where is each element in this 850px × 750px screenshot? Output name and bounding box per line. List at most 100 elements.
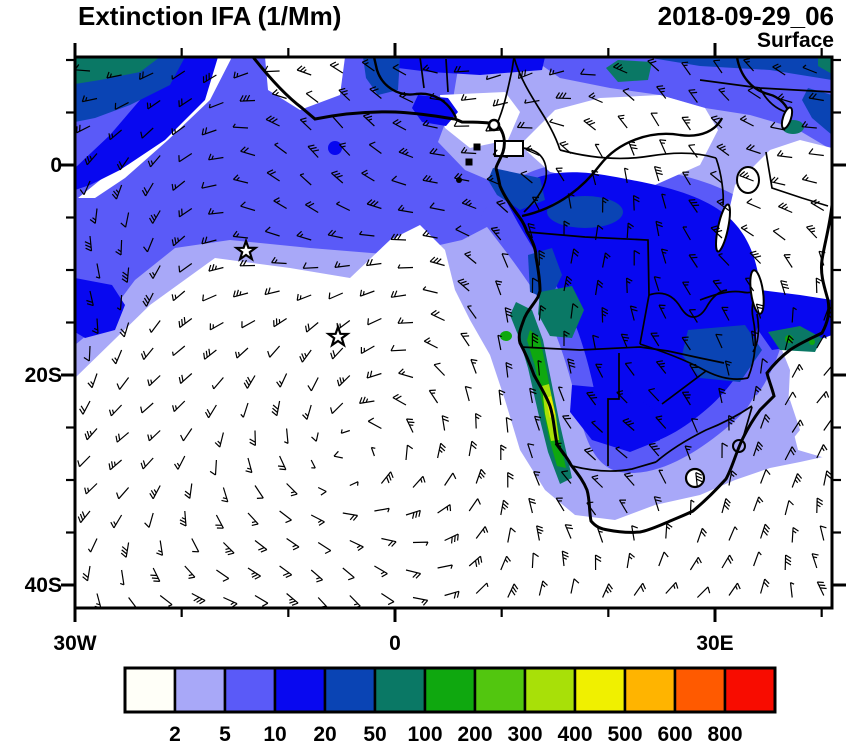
wind-barb: [505, 362, 513, 378]
wind-barb: [500, 499, 509, 516]
wind-barb: [464, 251, 477, 264]
wind-barb: [475, 468, 486, 484]
colorbar-cell: [723, 666, 777, 714]
wind-barb: [808, 92, 824, 102]
wind-barb: [178, 98, 193, 108]
wind-barb: [208, 264, 224, 272]
wind-barb: [490, 226, 502, 241]
wind-barb: [524, 99, 540, 104]
wind-barb: [591, 169, 600, 186]
lon-axis-label: 0: [389, 632, 401, 655]
wind-barb: [776, 150, 793, 159]
wind-barb: [331, 170, 344, 184]
wind-barb: [555, 497, 565, 512]
wind-barb: [688, 309, 698, 323]
enclave-border: [684, 467, 706, 489]
square-marker: [465, 158, 473, 166]
wind-barb: [744, 277, 755, 292]
wind-barb: [617, 114, 628, 129]
wind-barb: [254, 594, 269, 607]
wind-barb: [460, 146, 477, 155]
wind-barb: [555, 167, 565, 182]
wind-barb: [689, 556, 702, 571]
wind-barb: [232, 289, 249, 298]
wind-barb: [172, 345, 186, 357]
wind-barb: [317, 541, 332, 555]
wind-barb: [264, 287, 280, 296]
wind-barb: [721, 442, 729, 459]
lon-axis-label: 30E: [696, 632, 733, 655]
wind-barb: [660, 248, 668, 264]
wind-barb: [328, 292, 344, 300]
wind-barb: [728, 526, 738, 541]
wind-barb: [486, 174, 502, 186]
wind-barb: [819, 525, 827, 541]
wind-barb: [681, 336, 691, 351]
wind-barb: [507, 527, 516, 543]
wind-barb: [613, 62, 628, 74]
wind-barb: [791, 307, 797, 323]
wind-barb: [108, 404, 123, 417]
wind-barb: [184, 483, 193, 499]
square-marker: [473, 143, 481, 151]
wind-barb: [628, 141, 638, 156]
star-marker: [325, 323, 351, 348]
wind-barb: [770, 176, 786, 186]
wind-barb: [620, 333, 630, 349]
wind-barb: [143, 237, 154, 253]
wind-barb: [538, 580, 548, 596]
wind-barb: [816, 497, 824, 514]
wind-barb: [390, 233, 407, 241]
wind-barb: [235, 347, 249, 359]
wind-barb: [171, 235, 186, 247]
wind-barb: [311, 432, 319, 442]
wind-barb: [334, 261, 350, 268]
wind-barb: [753, 385, 762, 402]
wind-barb: [655, 220, 663, 237]
wind-barb: [684, 445, 692, 461]
wind-barb: [327, 229, 343, 239]
wind-barb: [232, 230, 249, 239]
wind-barb: [591, 420, 604, 433]
rivers: [372, 57, 792, 218]
wind-barb: [437, 442, 446, 459]
wind-barb: [554, 442, 565, 457]
plot-level: Surface: [756, 29, 834, 52]
wind-barb: [116, 487, 130, 500]
wind-barb: [209, 459, 217, 476]
wind-barb: [390, 344, 407, 352]
wind-barb: [454, 172, 470, 182]
wind-barb: [368, 141, 382, 154]
wind-barb: [271, 89, 287, 100]
wind-barb: [381, 592, 395, 606]
wind-barb: [802, 64, 818, 74]
colorbar-label: 500: [607, 723, 642, 746]
wind-barb: [249, 430, 256, 447]
wind-barb: [728, 582, 741, 596]
wind-barb: [713, 59, 723, 74]
wind-barb: [549, 118, 565, 127]
wind-barb: [665, 581, 679, 594]
wind-barb: [399, 91, 414, 104]
wind-barb: [791, 419, 804, 433]
wind-barb: [369, 86, 382, 99]
wind-barb: [115, 239, 123, 256]
colorbar-label: 5: [219, 723, 231, 746]
wind-barb: [243, 375, 256, 389]
colorbar-cell: [623, 666, 677, 714]
wind-barb: [531, 332, 539, 348]
wind-barb: [202, 72, 217, 84]
wind-barb: [716, 143, 730, 156]
wind-barb: [531, 277, 539, 294]
wind-barb: [580, 68, 596, 76]
wind-barb: [305, 201, 319, 214]
colorbar-label: 2: [169, 723, 181, 746]
wind-barb: [570, 303, 579, 319]
wind-barb: [84, 235, 93, 252]
wind-barb: [240, 201, 256, 212]
wind-barb: [623, 167, 629, 184]
wind-barb: [623, 472, 635, 486]
wind-barb: [76, 124, 91, 134]
wind-barb: [816, 444, 828, 459]
